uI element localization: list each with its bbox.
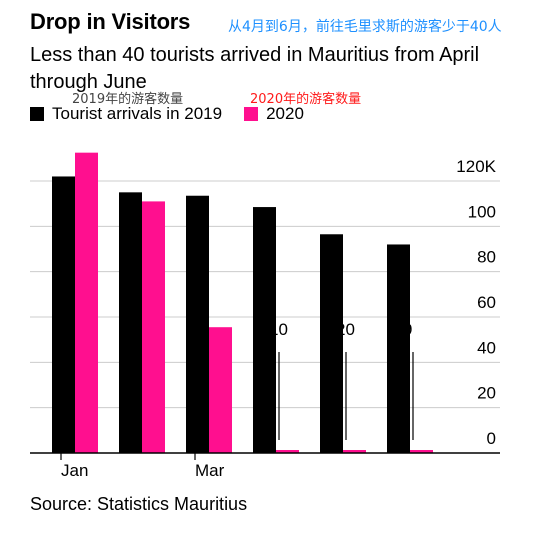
bar-2019-jun: [387, 244, 410, 453]
source-note: Source: Statistics Mauritius: [30, 494, 248, 514]
bar-2020-jan: [75, 152, 98, 453]
bar-2020-mar: [209, 327, 232, 453]
y-tick-label-20: 20: [477, 384, 496, 403]
y-tick-label-40: 40: [477, 338, 496, 357]
legend-note-2020: 2020年的游客数量: [250, 92, 362, 107]
bar-2019-may: [320, 234, 343, 453]
y-tick-label-60: 60: [477, 293, 496, 312]
bar-2020-feb: [142, 201, 165, 453]
chart-subtitle: Less than 40 tourists arrived in Mauriti…: [30, 44, 480, 93]
bar-2019-feb: [119, 192, 142, 454]
legend: Tourist arrivals in 2019 2020: [30, 104, 326, 124]
annotation-label-jun: 9: [403, 320, 412, 339]
bar-2019-jan: [52, 176, 75, 453]
bar-2019-apr: [253, 207, 276, 453]
chart-title: Drop in Visitors: [30, 9, 191, 34]
x-tick-label-jan: Jan: [61, 461, 88, 480]
annotation-label-may: 20: [336, 320, 355, 339]
annotation-label-apr: 10: [269, 320, 288, 339]
chinese-annotation-note: 从4月到6月，前往毛里求斯的游客少于40人: [228, 19, 502, 35]
legend-item-2019: Tourist arrivals in 2019: [30, 104, 222, 124]
legend-item-2020: 2020: [244, 104, 304, 124]
legend-label-2020: 2020: [266, 104, 304, 123]
legend-swatch-2020: [244, 107, 259, 121]
legend-label-2019: Tourist arrivals in 2019: [52, 104, 223, 123]
bar-2019-mar: [186, 195, 209, 453]
y-tick-label-80: 80: [477, 248, 496, 267]
y-tick-label-100: 100: [468, 202, 496, 221]
x-tick-label-mar: Mar: [195, 461, 225, 480]
y-tick-label-0: 0: [487, 429, 496, 448]
legend-note-2019: 2019年的游客数量: [72, 92, 184, 107]
legend-swatch-2019: [30, 107, 44, 121]
y-tick-label-120: 120K: [456, 157, 496, 176]
